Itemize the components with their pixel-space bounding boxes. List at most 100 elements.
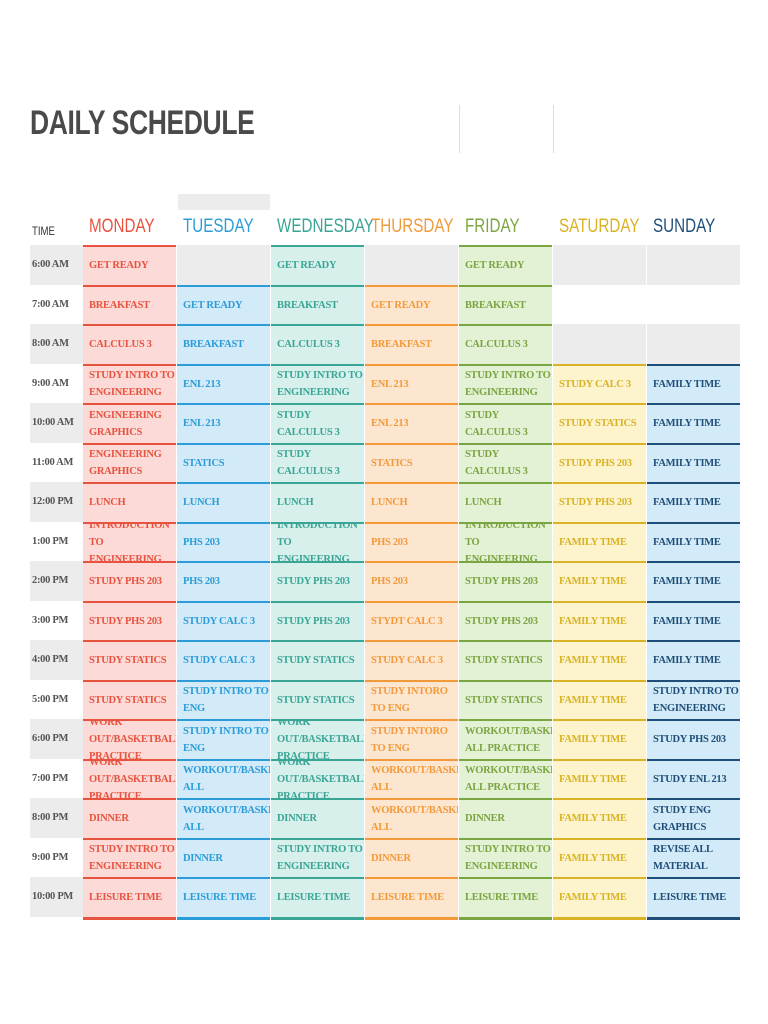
schedule-cell: LEISURE TIME [83,877,176,917]
schedule-cell: STUDY CALCULUS 3 [271,403,364,443]
time-label: 7:00 AM [30,284,83,324]
schedule-cell: STUDY CALCULUS 3 [459,442,552,482]
schedule-cell: STUDY INTRO TO ENGINEERING [459,837,552,877]
schedule-cell: LUNCH [83,482,176,522]
schedule-cell: FAMILY TIME [553,600,646,640]
schedule-cell: STUDY PHS 203 [271,561,364,601]
time-label: 12:00 PM [30,482,83,522]
schedule-cell: STUDY INTORO TO ENG [365,719,458,759]
column-bottom-border [271,916,364,920]
schedule-cell: STUDY INTRO TO ENGINEERING [459,363,552,403]
schedule-cell: GET READY [459,245,552,285]
column-bottom-border [459,916,552,920]
schedule-cell: STUDY INTRO TO ENG [177,719,270,759]
time-label: 9:00 PM [30,837,83,877]
time-label: 11:00 AM [30,442,83,482]
schedule-cell: STUDY INTRO TO ENGINEERING [83,837,176,877]
schedule-cell: GET READY [365,284,458,324]
schedule-cell: STUDY PHS 203 [647,719,740,759]
schedule-cell [553,324,646,364]
schedule-cell: FAMILY TIME [647,600,740,640]
schedule-cell: WORK OUT/BASKETBALL PRACTICE [271,719,364,759]
schedule-cell: ENL 213 [177,403,270,443]
schedule-cell: GET READY [83,245,176,285]
column-bottom-border [647,916,740,920]
schedule-cell: INTRODUCTION TO ENGINEERING [83,521,176,561]
day-header-sunday: SUNDAY [653,216,716,237]
schedule-cell: DINNER [271,798,364,838]
day-header-wednesday: WEDNESDAY [277,216,374,237]
schedule-cell: STUDY CALC 3 [177,600,270,640]
schedule-cell: LUNCH [177,482,270,522]
schedule-cell: STUDY PHS 203 [459,600,552,640]
schedule-cell: STUDY PHS 203 [83,600,176,640]
schedule-cell: BREAKFAST [271,284,364,324]
schedule-cell: STUDY STATICS [83,640,176,680]
time-label: 8:00 PM [30,798,83,838]
schedule-cell: FAMILY TIME [553,837,646,877]
schedule-cell: FAMILY TIME [647,482,740,522]
schedule-cell: LEISURE TIME [459,877,552,917]
schedule-cell: LEISURE TIME [647,877,740,917]
schedule-cell: FAMILY TIME [553,640,646,680]
schedule-cell: WORK OUT/BASKETBALL PRACTICE [83,758,176,798]
time-label: 1:00 PM [30,521,83,561]
schedule-cell: STUDY INTORO TO ENG [365,679,458,719]
schedule-cell: STUDY PHS 203 [553,482,646,522]
schedule-cell: STUDY INTRO TO ENG [177,679,270,719]
schedule-cell: STUDY CALCULUS 3 [271,442,364,482]
time-label: 7:00 PM [30,758,83,798]
schedule-cell: WORK OUT/BASKETBALL PRACTICE [271,758,364,798]
schedule-cell: FAMILY TIME [553,758,646,798]
schedule-cell: FAMILY TIME [553,798,646,838]
schedule-cell [647,245,740,285]
time-label: 9:00 AM [30,363,83,403]
schedule-cell: INTRODUCTION TO ENGINEERING [459,521,552,561]
schedule-cell: FAMILY TIME [647,442,740,482]
schedule-cell: PHS 203 [365,521,458,561]
schedule-cell: FAMILY TIME [647,363,740,403]
schedule-cell: PHS 203 [365,561,458,601]
schedule-cell: WORKOUT/BASKETB ALL [365,758,458,798]
schedule-cell: CALCULUS 3 [459,324,552,364]
schedule-cell: FAMILY TIME [647,521,740,561]
schedule-cell: WORKOUT/BASKETB ALL [177,798,270,838]
column-bottom-border [553,916,646,920]
schedule-cell: WORK OUT/BASKETBALL PRACTICE [83,719,176,759]
schedule-cell: STUDY INTRO TO ENGINEERING [647,679,740,719]
schedule-cell: STUDY STATICS [459,679,552,719]
schedule-cell: ENL 213 [365,403,458,443]
time-label: 2:00 PM [30,561,83,601]
schedule-cell: WORKOUT/BASKETB ALL PRACTICE [459,719,552,759]
schedule-cell: STUDY CALC 3 [553,363,646,403]
schedule-cell: LEISURE TIME [365,877,458,917]
schedule-cell: DINNER [83,798,176,838]
schedule-cell: STUDY STATICS [553,403,646,443]
divider [459,105,460,153]
time-label: 10:00 PM [30,877,83,917]
schedule-cell: FAMILY TIME [553,521,646,561]
schedule-cell: LUNCH [459,482,552,522]
schedule-cell: STATICS [177,442,270,482]
schedule-cell: DINNER [459,798,552,838]
schedule-cell: FAMILY TIME [553,561,646,601]
schedule-cell: LEISURE TIME [177,877,270,917]
day-header-tuesday: TUESDAY [183,216,254,237]
schedule-cell: FAMILY TIME [647,640,740,680]
time-label: 10:00 AM [30,403,83,443]
schedule-cell: STUDY ENL 213 [647,758,740,798]
schedule-cell [553,284,646,324]
schedule-cell: BREAKFAST [365,324,458,364]
day-header-thursday: THURSDAY [371,216,454,237]
schedule-cell: STUDY INTRO TO ENGINEERING [271,837,364,877]
page-title: DAILY SCHEDULE [30,104,255,142]
schedule-cell: STUDY STATICS [271,679,364,719]
schedule-cell: FAMILY TIME [647,561,740,601]
schedule-cell [647,284,740,324]
schedule-cell: BREAKFAST [459,284,552,324]
time-label: 6:00 AM [30,245,83,285]
schedule-cell: PHS 203 [177,561,270,601]
schedule-cell: STUDY CALC 3 [365,640,458,680]
schedule-cell [647,324,740,364]
time-label: 5:00 PM [30,679,83,719]
